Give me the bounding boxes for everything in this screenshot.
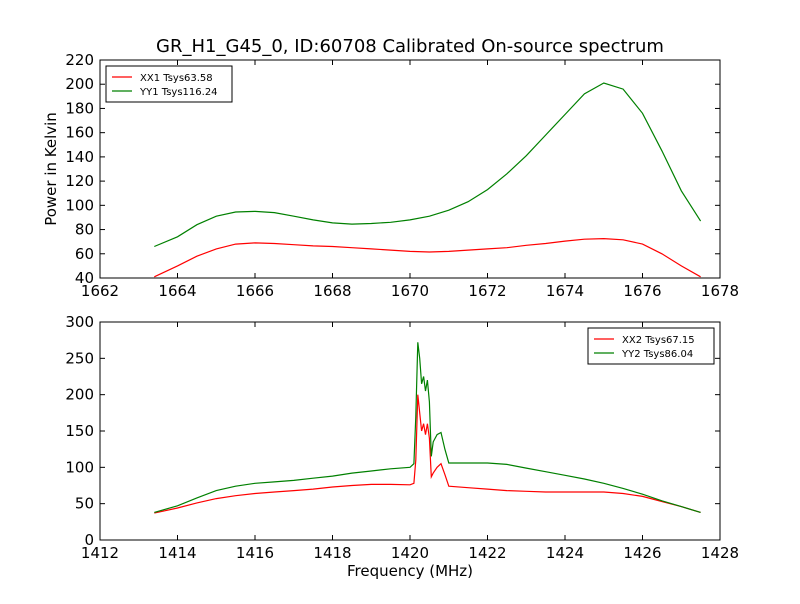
y-tick-label: 160 xyxy=(65,124,94,142)
x-tick-label: 1422 xyxy=(468,544,506,562)
legend: XX2 Tsys67.15 YY2 Tsys86.04 xyxy=(587,327,715,365)
series-lines xyxy=(154,82,702,278)
bottom-plot: 1412 1414 1416 1418 1420 1422 1424 1426 1428 0 50 1… xyxy=(65,313,739,580)
y-axis-label: Power in Kelvin xyxy=(42,112,60,226)
x-tick-label: 1426 xyxy=(623,544,661,562)
legend: XX1 Tsys63.58 YY1 Tsys116.24 xyxy=(105,65,233,103)
y-tick-label: 220 xyxy=(65,51,94,69)
y-tick-label: 200 xyxy=(65,75,94,93)
x-tick-label: 1428 xyxy=(701,544,739,562)
x-tick-label: 1672 xyxy=(468,282,506,300)
series-line-2 xyxy=(154,342,701,513)
x-axis-label: Frequency (MHz) xyxy=(347,562,473,580)
top-plot: 1662 1664 1666 1668 1670 1672 1674 1676 1678 40 60… xyxy=(42,51,739,300)
legend-box xyxy=(587,327,715,365)
x-tick-label: 1664 xyxy=(158,282,196,300)
series-line-2 xyxy=(154,82,702,248)
x-tick-label: 1424 xyxy=(546,544,584,562)
y-tick-label: 200 xyxy=(65,386,94,404)
x-tick-label: 1678 xyxy=(701,282,739,300)
y-tick-label: 80 xyxy=(75,221,94,239)
y-tick-label: 60 xyxy=(75,245,94,263)
x-tick-label: 1412 xyxy=(81,544,119,562)
y-tick-label: 300 xyxy=(65,313,94,331)
x-tick-label: 1420 xyxy=(391,544,429,562)
legend-label: XX1 Tsys63.58 xyxy=(140,73,213,84)
y-tick-label: 250 xyxy=(65,349,94,367)
y-tick-label: 100 xyxy=(65,196,94,214)
y-tick-label: 180 xyxy=(65,99,94,117)
legend-label: YY2 Tsys86.04 xyxy=(621,349,693,360)
x-tick-label: 1662 xyxy=(81,282,119,300)
y-tick-label: 140 xyxy=(65,148,94,166)
y-tick-label: 50 xyxy=(75,495,94,513)
series-line-1 xyxy=(154,237,701,278)
x-tick-label: 1666 xyxy=(236,282,274,300)
y-tick-label: 40 xyxy=(75,269,94,287)
y-tick-label: 0 xyxy=(84,531,94,549)
y-tick-label: 120 xyxy=(65,172,94,190)
x-tick-label: 1416 xyxy=(236,544,274,562)
series-line-1 xyxy=(154,394,701,514)
x-tick-label: 1418 xyxy=(313,544,351,562)
x-tick-label: 1668 xyxy=(313,282,351,300)
legend-label: XX2 Tsys67.15 xyxy=(622,335,695,346)
x-tick-label: 1414 xyxy=(158,544,196,562)
x-tick-label: 1670 xyxy=(391,282,429,300)
legend-label: YY1 Tsys116.24 xyxy=(139,87,218,98)
chart-title: GR_H1_G45_0, ID:60708 Calibrated On-sour… xyxy=(156,36,664,57)
y-tick-label: 150 xyxy=(65,422,94,440)
series-lines xyxy=(154,342,701,514)
x-tick-label: 1674 xyxy=(546,282,584,300)
x-tick-label: 1676 xyxy=(623,282,661,300)
y-tick-label: 100 xyxy=(65,458,94,476)
legend-box xyxy=(105,65,233,103)
